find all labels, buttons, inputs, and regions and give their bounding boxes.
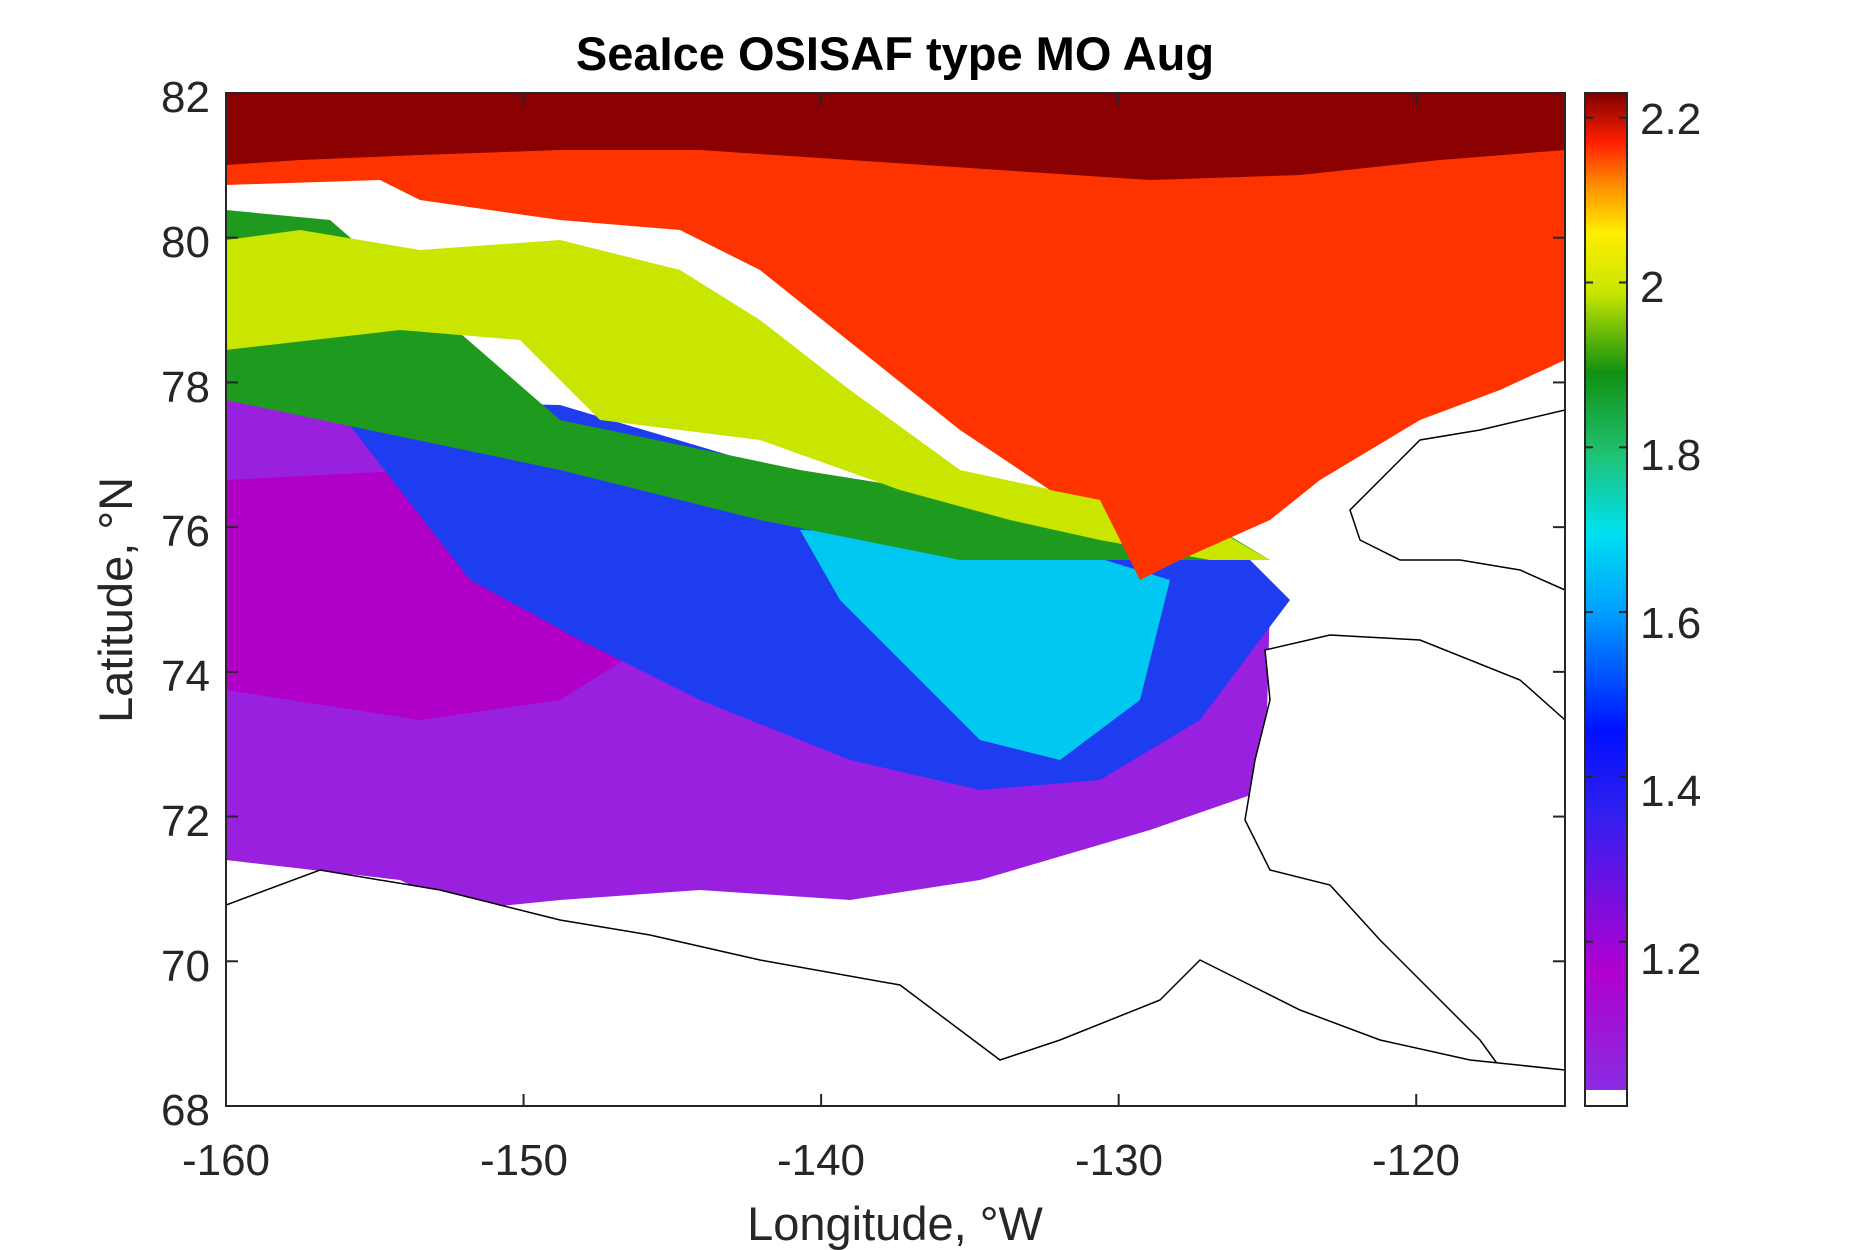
heatmap-field (226, 93, 1565, 1106)
y-tick-marks (226, 92, 1565, 1107)
y-tick-label: 70 (161, 942, 210, 991)
x-tick-label: -120 (1372, 1136, 1460, 1185)
y-tick-label: 68 (161, 1086, 210, 1135)
x-tick-label: -150 (480, 1136, 568, 1185)
x-tick-label: -160 (182, 1136, 270, 1185)
land-mask-alaska-coast (226, 869, 1565, 1106)
y-tick-label: 74 (161, 652, 210, 701)
land-mask-canadian-islands (1244, 634, 1565, 1101)
region-magenta-patch (226, 470, 640, 720)
colorbar-tick-label: 1.8 (1640, 431, 1701, 480)
colorbar-tick-label: 2 (1640, 263, 1664, 312)
y-tick-label: 80 (161, 218, 210, 267)
x-tick-marks (225, 93, 1418, 1106)
y-tick-label: 82 (161, 73, 210, 122)
land-mask-upper-islands (1349, 409, 1565, 591)
x-tick-label: -130 (1075, 1136, 1163, 1185)
region-south-central-patch (800, 530, 1170, 760)
plot-frame (225, 92, 1566, 1107)
colorbar-bottom-swatch (1585, 1090, 1627, 1106)
colorbar-tick-label: 1.6 (1640, 599, 1701, 648)
colorbar-gradient (1585, 93, 1627, 1090)
colorbar-tick-label: 1.4 (1640, 767, 1701, 816)
x-tick-label: -140 (777, 1136, 865, 1185)
colorbar-tick-marks (1585, 116, 1627, 943)
region-far-north-band (226, 93, 1565, 180)
y-tick-label: 76 (161, 507, 210, 556)
chart-title: SeaIce OSISAF type MO Aug (576, 27, 1214, 80)
y-axis-label: Latitude, °N (89, 477, 142, 723)
colorbar-tick-label: 2.2 (1640, 95, 1701, 144)
y-tick-label: 72 (161, 797, 210, 846)
colorbar-frame (1584, 92, 1628, 1107)
y-tick-label: 78 (161, 363, 210, 412)
colorbar: 2.2 2 1.8 1.6 1.4 1.2 (1584, 92, 1701, 1107)
colorbar-tick-label: 1.2 (1640, 935, 1701, 984)
region-central-tongue (226, 230, 1270, 560)
region-north-east-field (226, 140, 1565, 580)
x-axis-label: Longitude, °W (747, 1197, 1043, 1250)
